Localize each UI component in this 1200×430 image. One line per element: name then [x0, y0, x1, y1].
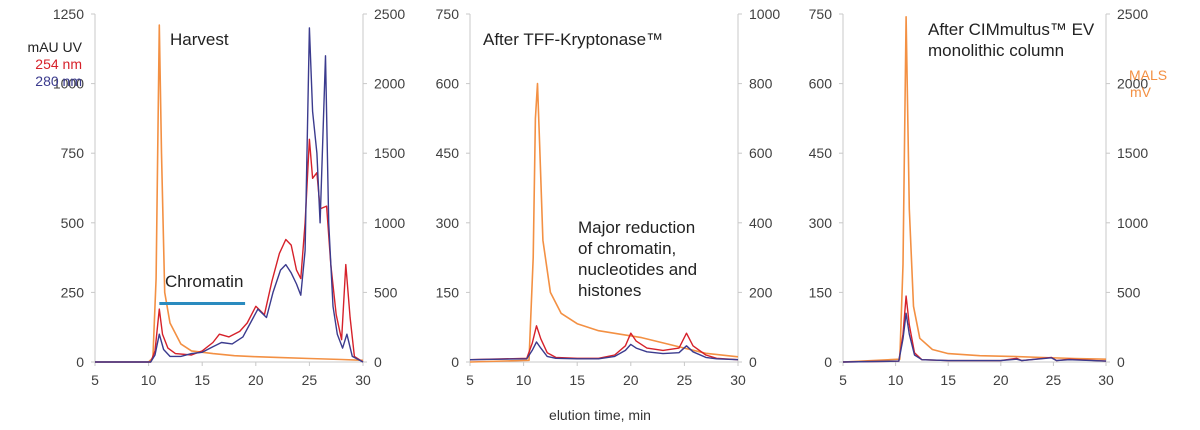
chart-panel-3: 5 10 15 20 25 3001503004506007500500100015002… — [809, 6, 1149, 388]
x-tick-label: 15 — [940, 372, 956, 388]
x-tick-label: 10 — [516, 372, 532, 388]
mals-legend: MALS mV — [1129, 67, 1167, 100]
uv-legend: mAU UV 254 nm 280 nm — [28, 39, 83, 89]
y-right-tick-label: 500 — [374, 284, 398, 300]
y-right-tick-label: 800 — [749, 76, 773, 92]
y-right-tick-label: 1000 — [1117, 215, 1148, 231]
y-right-tick-label: 1500 — [374, 145, 405, 161]
x-tick-label: 30 — [1098, 372, 1114, 388]
x-tick-label: 5 — [466, 372, 474, 388]
panel-annotation: Chromatin — [165, 272, 243, 291]
x-tick-label: 20 — [248, 372, 264, 388]
y-right-tick-label: 2000 — [1117, 76, 1148, 92]
uv280-legend-label: 280 nm — [35, 73, 82, 89]
y-right-tick-label: 2500 — [374, 6, 405, 22]
x-tick-label: 20 — [993, 372, 1009, 388]
uv-legend-title: mAU UV — [28, 39, 83, 55]
x-tick-label: 25 — [1046, 372, 1062, 388]
x-tick-label: 5 — [839, 372, 847, 388]
panel-subtitle: monolithic column — [928, 41, 1064, 60]
y-left-tick-label: 450 — [436, 145, 460, 161]
mals-trace — [842, 16, 1107, 363]
y-left-tick-label: 750 — [809, 6, 833, 22]
mals-legend-label: MALS — [1129, 67, 1167, 83]
y-right-tick-label: 400 — [749, 215, 773, 231]
y-left-tick-label: 300 — [436, 215, 460, 231]
y-left-tick-label: 0 — [76, 354, 84, 370]
panel-annotation: histones — [578, 281, 641, 300]
x-tick-label: 20 — [623, 372, 639, 388]
x-tick-label: 25 — [302, 372, 318, 388]
x-tick-label: 30 — [730, 372, 746, 388]
y-left-tick-label: 250 — [61, 284, 85, 300]
y-right-tick-label: 1000 — [749, 6, 780, 22]
panel-annotation: nucleotides and — [578, 260, 697, 279]
x-tick-label: 25 — [677, 372, 693, 388]
panel-title: Harvest — [170, 30, 229, 49]
y-right-tick-label: 0 — [1117, 354, 1125, 370]
x-axis-label: elution time, min — [549, 407, 651, 423]
uv254-trace — [842, 295, 1107, 363]
y-left-tick-label: 750 — [61, 145, 85, 161]
panel-title: After CIMmultus™ EV — [928, 20, 1095, 39]
x-tick-label: 15 — [569, 372, 585, 388]
uv280-trace — [842, 312, 1107, 363]
y-right-tick-label: 0 — [374, 354, 382, 370]
y-left-tick-label: 150 — [436, 284, 460, 300]
uv254-trace — [95, 138, 364, 363]
mals-trace — [469, 82, 739, 363]
chart-panel-1: 5 10 15 20 25 3002505007501000125005001000150… — [53, 6, 406, 388]
y-right-tick-label: 1000 — [374, 215, 405, 231]
uv254-trace — [469, 325, 739, 361]
y-left-tick-label: 600 — [436, 76, 460, 92]
x-tick-label: 5 — [91, 372, 99, 388]
y-right-tick-label: 0 — [749, 354, 757, 370]
panel-annotation: Major reduction — [578, 218, 695, 237]
uv280-trace — [469, 341, 739, 361]
y-right-tick-label: 2000 — [374, 76, 405, 92]
y-left-tick-label: 1250 — [53, 6, 84, 22]
y-right-tick-label: 600 — [749, 145, 773, 161]
y-right-tick-label: 1500 — [1117, 145, 1148, 161]
mals-unit-label: mV — [1130, 84, 1152, 100]
y-left-tick-label: 750 — [436, 6, 460, 22]
chart-panels: 5 10 15 20 25 3002505007501000125005001000150… — [53, 6, 1149, 388]
panel-annotation: of chromatin, — [578, 239, 676, 258]
y-left-tick-label: 1000 — [53, 76, 84, 92]
x-tick-label: 15 — [194, 372, 210, 388]
y-right-tick-label: 500 — [1117, 284, 1141, 300]
mals-trace — [95, 24, 364, 363]
y-left-tick-label: 0 — [451, 354, 459, 370]
x-tick-label: 10 — [888, 372, 904, 388]
panel-title: After TFF-Kryptonase™ — [483, 30, 663, 49]
x-tick-label: 30 — [355, 372, 371, 388]
x-tick-label: 10 — [141, 372, 157, 388]
uv254-legend-label: 254 nm — [35, 56, 82, 72]
y-left-tick-label: 0 — [824, 354, 832, 370]
y-right-tick-label: 200 — [749, 284, 773, 300]
y-left-tick-label: 500 — [61, 215, 85, 231]
y-right-tick-label: 2500 — [1117, 6, 1148, 22]
y-left-tick-label: 150 — [809, 284, 833, 300]
uv280-trace — [95, 27, 364, 363]
chart-panel-2: 5 10 15 20 25 3001503004506007500200400600800… — [436, 6, 781, 388]
y-left-tick-label: 300 — [809, 215, 833, 231]
y-left-tick-label: 450 — [809, 145, 833, 161]
y-left-tick-label: 600 — [809, 76, 833, 92]
